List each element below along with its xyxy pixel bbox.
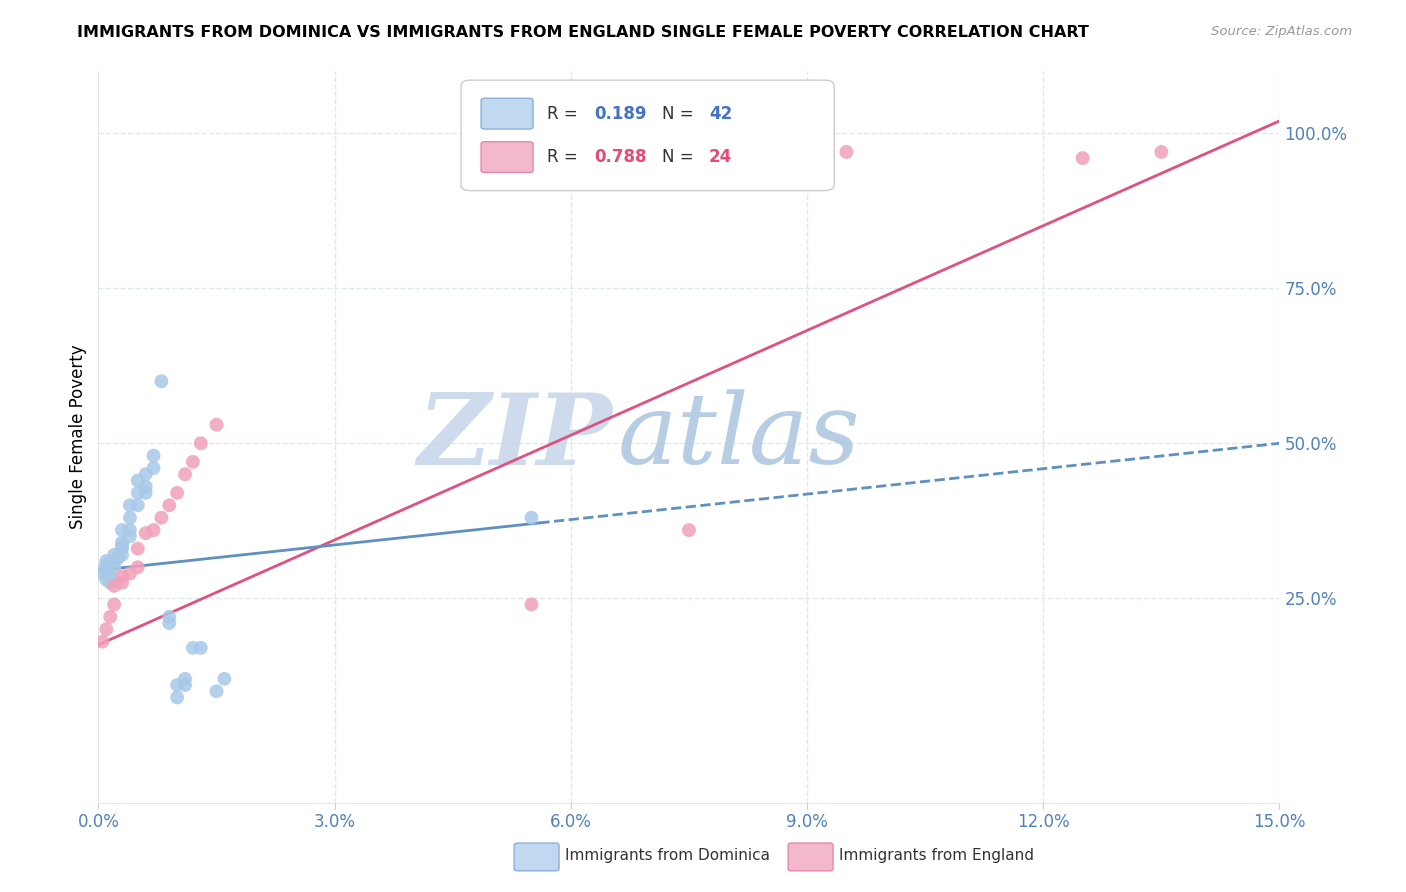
Point	[118, 510, 141, 524]
Point	[190, 640, 212, 655]
Point	[205, 684, 228, 698]
Point	[91, 634, 114, 648]
FancyBboxPatch shape	[481, 98, 533, 129]
Point	[835, 145, 858, 159]
Text: 24: 24	[709, 148, 733, 166]
Point	[166, 678, 188, 692]
Text: 42: 42	[709, 104, 733, 122]
Point	[111, 575, 134, 590]
Point	[111, 548, 134, 562]
Point	[127, 474, 149, 488]
Point	[166, 690, 188, 705]
Point	[127, 541, 149, 556]
Point	[135, 467, 157, 482]
Point	[111, 539, 134, 553]
Point	[111, 535, 134, 549]
FancyBboxPatch shape	[515, 843, 560, 871]
Point	[150, 374, 173, 388]
Point	[174, 672, 197, 686]
Point	[96, 554, 118, 568]
Text: Source: ZipAtlas.com: Source: ZipAtlas.com	[1212, 25, 1353, 38]
Point	[174, 467, 197, 482]
Point	[96, 563, 118, 577]
Point	[107, 551, 129, 566]
Point	[91, 566, 114, 581]
Text: IMMIGRANTS FROM DOMINICA VS IMMIGRANTS FROM ENGLAND SINGLE FEMALE POVERTY CORREL: IMMIGRANTS FROM DOMINICA VS IMMIGRANTS F…	[77, 25, 1090, 40]
Point	[174, 678, 197, 692]
Text: 0.788: 0.788	[595, 148, 647, 166]
Point	[127, 498, 149, 512]
Text: ZIP: ZIP	[418, 389, 612, 485]
Point	[118, 529, 141, 543]
Point	[127, 560, 149, 574]
Point	[205, 417, 228, 432]
Point	[142, 449, 165, 463]
Point	[1071, 151, 1094, 165]
Point	[135, 480, 157, 494]
Point	[103, 560, 125, 574]
Point	[142, 523, 165, 537]
FancyBboxPatch shape	[481, 142, 533, 172]
Point	[135, 526, 157, 541]
Point	[135, 486, 157, 500]
Point	[157, 610, 180, 624]
Point	[103, 579, 125, 593]
Text: R =: R =	[547, 148, 583, 166]
Point	[93, 560, 115, 574]
Point	[166, 486, 188, 500]
Point	[181, 455, 204, 469]
Point	[98, 610, 121, 624]
Point	[181, 640, 204, 655]
Point	[214, 672, 236, 686]
Point	[111, 569, 134, 583]
Point	[520, 510, 543, 524]
Point	[103, 554, 125, 568]
Point	[118, 498, 141, 512]
Point	[520, 598, 543, 612]
Point	[118, 523, 141, 537]
FancyBboxPatch shape	[789, 843, 832, 871]
Text: atlas: atlas	[619, 390, 860, 484]
Text: Immigrants from Dominica: Immigrants from Dominica	[565, 848, 770, 863]
Text: N =: N =	[662, 148, 699, 166]
Point	[1150, 145, 1173, 159]
Point	[127, 486, 149, 500]
Point	[96, 622, 118, 636]
Point	[142, 461, 165, 475]
Point	[97, 557, 120, 571]
Point	[103, 598, 125, 612]
Point	[190, 436, 212, 450]
Point	[111, 541, 134, 556]
Point	[157, 498, 180, 512]
Point	[98, 575, 121, 590]
Point	[103, 548, 125, 562]
Point	[150, 510, 173, 524]
Point	[157, 615, 180, 630]
Y-axis label: Single Female Poverty: Single Female Poverty	[69, 345, 87, 529]
Point	[97, 563, 120, 577]
Point	[98, 569, 121, 583]
Point	[118, 566, 141, 581]
Text: R =: R =	[547, 104, 583, 122]
Point	[96, 573, 118, 587]
Point	[678, 523, 700, 537]
Text: 0.189: 0.189	[595, 104, 647, 122]
Text: N =: N =	[662, 104, 699, 122]
Text: Immigrants from England: Immigrants from England	[839, 848, 1033, 863]
Point	[111, 523, 134, 537]
FancyBboxPatch shape	[461, 80, 834, 191]
